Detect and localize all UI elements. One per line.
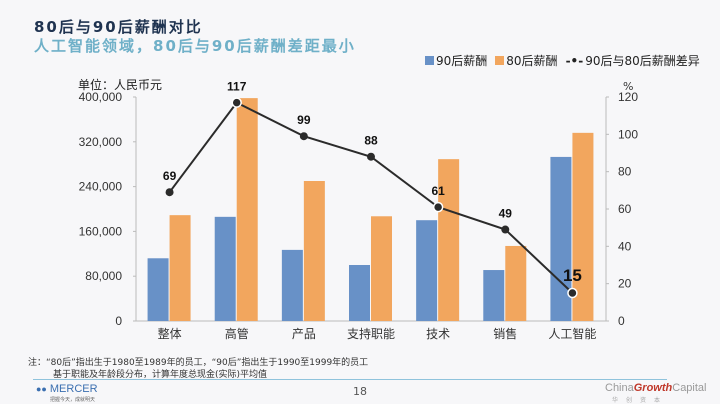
legend-swatch-orange <box>495 56 505 65</box>
category-label: 产品 <box>292 327 316 341</box>
footer-divider <box>33 379 667 380</box>
bar-90s <box>147 258 169 321</box>
category-label: 技术 <box>426 327 450 341</box>
right-tick-label: 40 <box>618 239 632 253</box>
bar-90s <box>281 249 303 321</box>
bar-90s <box>416 220 438 321</box>
diff-data-label: 69 <box>163 169 177 183</box>
partner-logo-pre: China <box>605 382 634 394</box>
left-tick-label: 400,000 <box>79 90 123 104</box>
legend-item-80s: 80后薪酬 <box>495 52 558 69</box>
legend-label: 90后薪酬 <box>436 54 488 68</box>
diff-data-label: 117 <box>227 80 247 94</box>
diff-point <box>432 201 444 213</box>
left-tick-label: 320,000 <box>79 135 123 149</box>
axes: 0 80,000 160,000 240,000 320,000 400,000 0 20 40… <box>79 90 639 341</box>
diff-point <box>501 225 510 234</box>
labels: 69 117 99 88 61 49 15 <box>163 80 582 285</box>
partner-logo-post: Capital <box>672 382 707 394</box>
right-axis-unit: % <box>623 80 634 93</box>
diff-point <box>231 97 242 108</box>
page-number: 18 <box>353 385 367 398</box>
right-tick-label: 80 <box>618 165 632 179</box>
mercer-logo: ●● MERCER <box>36 383 98 395</box>
diff-line <box>165 97 578 299</box>
bar-80s <box>371 216 392 321</box>
bar-90s <box>214 216 236 321</box>
mercer-logo-text: MERCER <box>49 383 98 395</box>
category-label: 整体 <box>158 326 182 341</box>
partner-tagline: 华创资本 <box>612 397 669 404</box>
line-marker-icon: -•- <box>565 53 584 68</box>
bar-90s <box>349 265 370 321</box>
bars <box>147 98 594 322</box>
legend-item-diff: -•- 90后与80后薪酬差异 <box>566 52 700 69</box>
bar-80s <box>505 245 527 321</box>
bar-80s <box>438 159 460 321</box>
partner-logo: ChinaGrowthCapital <box>605 382 707 394</box>
bar-80s <box>236 98 258 322</box>
left-tick-label: 160,000 <box>79 224 123 238</box>
right-tick-label: 120 <box>618 90 638 104</box>
right-tick-label: 60 <box>618 202 632 216</box>
diff-data-label: 88 <box>364 134 378 148</box>
bar-80s <box>572 132 594 321</box>
category-label: 支持职能 <box>347 326 395 341</box>
left-tick-label: 240,000 <box>79 180 123 194</box>
partner-logo-mid: Growth <box>633 382 673 394</box>
left-tick-label: 0 <box>115 314 122 328</box>
mercer-logo-icon: ●● <box>36 384 47 394</box>
page-subtitle: 人工智能领域，80后与90后薪酬差距最小 <box>34 37 356 55</box>
right-tick-label: 0 <box>618 314 625 328</box>
bar-90s <box>483 270 505 321</box>
mercer-tagline: 把握今天，成就明天 <box>50 397 96 403</box>
bar-90s <box>550 156 572 321</box>
footnote-line1: 注：“80后”指出生于1980至1989年的员工，“90后”指出生于1990至1… <box>28 358 369 368</box>
diff-point <box>299 132 308 141</box>
page-title: 80后与90后薪酬对比 <box>34 18 203 36</box>
diff-data-label: 49 <box>499 207 513 221</box>
left-axis-unit: 单位：人民币元 <box>78 78 163 92</box>
diff-point <box>367 152 375 161</box>
diff-data-label: 99 <box>297 113 311 127</box>
category-label: 高管 <box>225 326 249 341</box>
diff-point <box>567 287 578 299</box>
category-label: 销售 <box>493 326 517 341</box>
diff-data-label: 15 <box>563 266 582 285</box>
legend-item-90s: 90后薪酬 <box>425 52 487 69</box>
right-tick-label: 20 <box>618 277 632 291</box>
bar-80s <box>303 181 325 321</box>
chart-legend: 90后薪酬 80后薪酬 -•- 90后与80后薪酬差异 <box>425 52 700 69</box>
diff-data-label: 61 <box>431 184 445 198</box>
right-tick-label: 100 <box>618 127 638 141</box>
legend-swatch-blue <box>425 56 434 65</box>
footnote-line2: 基于职能及年龄段分布，计算年度总现金(实际)平均值 <box>53 370 268 380</box>
legend-label: 80后薪酬 <box>506 54 558 68</box>
category-label: 人工智能 <box>548 326 596 341</box>
legend-label: 90后与80后薪酬差异 <box>585 54 700 68</box>
left-tick-label: 80,000 <box>85 269 122 283</box>
bar-80s <box>169 215 191 321</box>
diff-point <box>165 188 174 197</box>
